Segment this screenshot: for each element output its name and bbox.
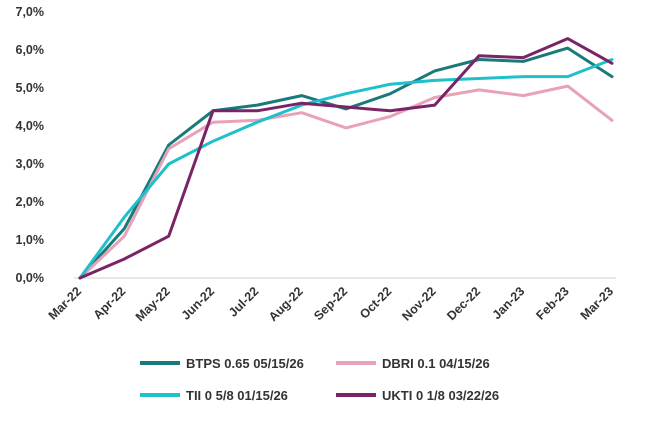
series-lines — [78, 37, 614, 280]
series-line — [78, 46, 614, 280]
legend-swatch — [336, 361, 376, 365]
y-tick-label: 3,0% — [16, 157, 45, 171]
y-tick-label: 6,0% — [16, 43, 45, 57]
y-tick-label: 7,0% — [16, 5, 45, 19]
series-line — [78, 58, 614, 280]
x-tick-label: Nov-22 — [399, 284, 438, 323]
x-tick-label: May-22 — [133, 284, 173, 324]
x-tick-label: Jul-22 — [226, 284, 261, 319]
x-tick-label: Mar-23 — [578, 284, 616, 322]
legend-item: BTPS 0.65 05/15/26 — [140, 353, 304, 373]
x-tick-label: Jun-22 — [179, 284, 217, 322]
x-tick-label: Feb-23 — [533, 284, 571, 322]
series-line — [78, 84, 614, 280]
x-tick-label: Aug-22 — [266, 284, 306, 324]
y-axis-labels: 0,0% 1,0% 2,0% 3,0% 4,0% 5,0% 6,0% 7,0% — [16, 5, 45, 285]
legend-item: DBRI 0.1 04/15/26 — [336, 353, 490, 373]
x-tick-label: Dec-22 — [444, 284, 483, 323]
y-tick-label: 5,0% — [16, 81, 45, 95]
legend-swatch — [336, 393, 376, 397]
legend-item: UKTI 0 1/8 03/22/26 — [336, 385, 499, 405]
legend-swatch — [140, 393, 180, 397]
line-chart: 0,0%1,0%2,0%3,0%4,0%5,0%6,0%7,0% Mar-22 A… — [16, 5, 617, 324]
legend-item: TII 0 5/8 01/15/26 — [140, 385, 288, 405]
legend-label: BTPS 0.65 05/15/26 — [186, 355, 304, 371]
x-tick-label: Apr-22 — [91, 284, 129, 322]
legend-label: DBRI 0.1 04/15/26 — [382, 355, 490, 371]
legend: BTPS 0.65 05/15/26 DBRI 0.1 04/15/26 TII… — [140, 353, 560, 413]
y-tick-label: 2,0% — [16, 195, 45, 209]
x-tick-label: Sep-22 — [311, 284, 350, 323]
y-tick-label: 1,0% — [16, 233, 45, 247]
legend-label: UKTI 0 1/8 03/22/26 — [382, 387, 500, 403]
x-axis-labels: Mar-22 Apr-22 May-22 Jun-22 Jul-22 Aug-22 Sep-… — [46, 284, 616, 324]
series-line — [78, 37, 614, 280]
y-tick-label: 0,0% — [16, 271, 45, 285]
y-tick-label: 4,0% — [16, 119, 45, 133]
legend-label: TII 0 5/8 01/15/26 — [186, 387, 288, 403]
x-tick-label: Oct-22 — [357, 284, 394, 321]
x-tick-label: Jan-23 — [490, 284, 528, 322]
x-tick-label: Mar-22 — [46, 284, 84, 322]
legend-swatch — [140, 361, 180, 365]
